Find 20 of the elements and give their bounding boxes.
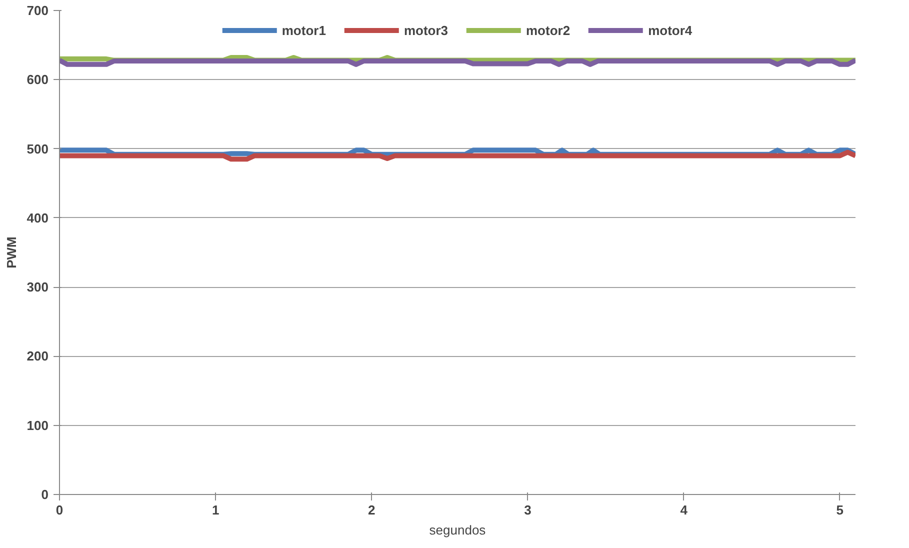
y-tick-label: 500	[26, 141, 49, 156]
legend-label: motor1	[282, 22, 326, 38]
x-tick-label: 2	[368, 502, 376, 518]
y-tick-label: 700	[26, 3, 49, 18]
x-tick-label: 1	[212, 502, 220, 518]
legend-label: motor3	[404, 22, 448, 38]
x-tick-label: 0	[56, 502, 64, 518]
legend-label: motor2	[526, 22, 570, 38]
x-tick-label: 5	[836, 502, 844, 518]
x-axis-title: segundos	[429, 522, 486, 538]
y-tick-label: 400	[26, 210, 49, 226]
y-tick-label: 200	[26, 348, 49, 364]
y-tick-label: 300	[26, 280, 49, 295]
y-tick-label: 0	[41, 487, 49, 502]
y-axis-title: PWM	[4, 236, 19, 268]
legend-label: motor4	[648, 22, 692, 38]
y-tick-label: 100	[26, 418, 49, 433]
x-tick-label: 4	[680, 502, 688, 518]
y-tick-label: 600	[26, 72, 49, 88]
x-tick-label: 3	[524, 502, 532, 518]
